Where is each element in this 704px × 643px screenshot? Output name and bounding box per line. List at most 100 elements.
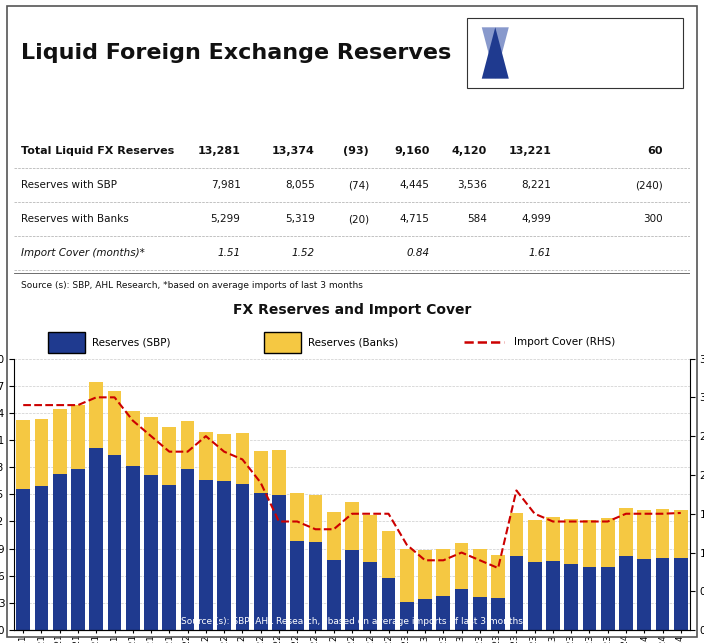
- Text: WoW: WoW: [339, 109, 369, 119]
- Text: Reserves (Banks): Reserves (Banks): [308, 338, 398, 347]
- Bar: [16, 489, 30, 630]
- Bar: [674, 558, 688, 630]
- Text: L I M I T E D: L I M I T E D: [517, 62, 567, 71]
- Text: 8,055: 8,055: [285, 180, 315, 190]
- Bar: [655, 509, 670, 557]
- Bar: [363, 562, 377, 630]
- Bar: [144, 475, 158, 630]
- Bar: [565, 519, 578, 564]
- Bar: [363, 515, 377, 562]
- Bar: [89, 382, 103, 448]
- Text: ARIF HABIB: ARIF HABIB: [517, 33, 598, 46]
- Text: FYTD: FYTD: [457, 109, 487, 119]
- Bar: [163, 485, 176, 630]
- Bar: [71, 404, 85, 469]
- Text: Import Cover (months)*: Import Cover (months)*: [21, 248, 145, 258]
- Text: (240): (240): [635, 180, 663, 190]
- Text: Source (s): SBP, AHL Research, *based on average imports of last 3 months: Source (s): SBP, AHL Research, *based on…: [21, 281, 363, 290]
- Text: 4,120: 4,120: [452, 147, 487, 156]
- Bar: [71, 469, 85, 630]
- Bar: [619, 508, 633, 556]
- Text: 5,319: 5,319: [285, 214, 315, 224]
- Text: 584: 584: [467, 214, 487, 224]
- Bar: [308, 495, 322, 542]
- Text: 1.61: 1.61: [528, 248, 551, 258]
- Bar: [327, 512, 341, 561]
- Bar: [218, 433, 231, 481]
- Bar: [400, 548, 414, 602]
- Bar: [308, 542, 322, 630]
- Bar: [455, 590, 468, 630]
- Bar: [181, 421, 194, 469]
- Text: 12-Apr-24: 12-Apr-24: [256, 109, 315, 119]
- Bar: [126, 411, 139, 466]
- Text: 60: 60: [648, 147, 663, 156]
- Text: 29-Dec-23: 29-Dec-23: [492, 109, 551, 119]
- Text: 19-Apr-24: 19-Apr-24: [182, 109, 241, 119]
- Bar: [327, 561, 341, 630]
- Bar: [254, 493, 268, 630]
- Bar: [510, 556, 523, 630]
- Bar: [455, 543, 468, 590]
- Text: 300: 300: [643, 214, 663, 224]
- Bar: [144, 417, 158, 475]
- Bar: [546, 517, 560, 561]
- Bar: [601, 566, 615, 630]
- Text: 5,299: 5,299: [210, 214, 241, 224]
- Bar: [290, 541, 304, 630]
- Text: (93): (93): [343, 147, 369, 156]
- Text: Total Liquid FX Reserves: Total Liquid FX Reserves: [21, 147, 174, 156]
- Text: 7,981: 7,981: [210, 180, 241, 190]
- FancyBboxPatch shape: [264, 332, 301, 353]
- Bar: [510, 513, 523, 556]
- Bar: [382, 577, 396, 630]
- Text: 8,221: 8,221: [522, 180, 551, 190]
- Bar: [199, 432, 213, 480]
- Bar: [491, 555, 505, 599]
- Bar: [34, 486, 49, 630]
- Text: Reserves (SBP): Reserves (SBP): [92, 338, 170, 347]
- Text: 13,374: 13,374: [272, 147, 315, 156]
- Text: 4,999: 4,999: [522, 214, 551, 224]
- Text: 13,281: 13,281: [198, 147, 241, 156]
- Bar: [163, 428, 176, 485]
- Bar: [528, 562, 541, 630]
- Bar: [290, 493, 304, 541]
- Bar: [637, 559, 651, 630]
- Text: CYTD: CYTD: [632, 109, 663, 119]
- Bar: [583, 520, 596, 566]
- Text: USD mn: USD mn: [21, 109, 68, 119]
- Text: 1.52: 1.52: [291, 248, 315, 258]
- Bar: [583, 566, 596, 630]
- Text: 30-Jun-23: 30-Jun-23: [374, 109, 429, 119]
- Text: 4,715: 4,715: [400, 214, 429, 224]
- Bar: [400, 602, 414, 630]
- Bar: [272, 450, 286, 495]
- Text: Source (s): SBP, AHL Research, *based on average imports of last 3 months: Source (s): SBP, AHL Research, *based on…: [181, 617, 523, 626]
- Bar: [89, 448, 103, 630]
- Bar: [473, 548, 486, 597]
- Bar: [236, 484, 249, 630]
- Bar: [53, 473, 67, 630]
- Bar: [218, 481, 231, 630]
- Text: (74): (74): [348, 180, 369, 190]
- Text: 13,221: 13,221: [508, 147, 551, 156]
- Bar: [601, 518, 615, 566]
- Bar: [473, 597, 486, 630]
- Text: Reserves with SBP: Reserves with SBP: [21, 180, 117, 190]
- Polygon shape: [482, 27, 509, 78]
- Text: Liquid Foreign Exchange Reserves: Liquid Foreign Exchange Reserves: [21, 43, 451, 63]
- Text: 3,536: 3,536: [458, 180, 487, 190]
- Polygon shape: [482, 27, 509, 78]
- Text: (20): (20): [348, 214, 369, 224]
- Bar: [637, 510, 651, 559]
- Bar: [181, 469, 194, 630]
- Bar: [16, 420, 30, 489]
- Bar: [565, 564, 578, 630]
- Text: Import Cover (RHS): Import Cover (RHS): [514, 338, 615, 347]
- FancyBboxPatch shape: [48, 332, 85, 353]
- Bar: [199, 480, 213, 630]
- FancyBboxPatch shape: [467, 17, 683, 88]
- Text: FX Reserves and Import Cover: FX Reserves and Import Cover: [233, 303, 471, 318]
- Bar: [418, 550, 432, 599]
